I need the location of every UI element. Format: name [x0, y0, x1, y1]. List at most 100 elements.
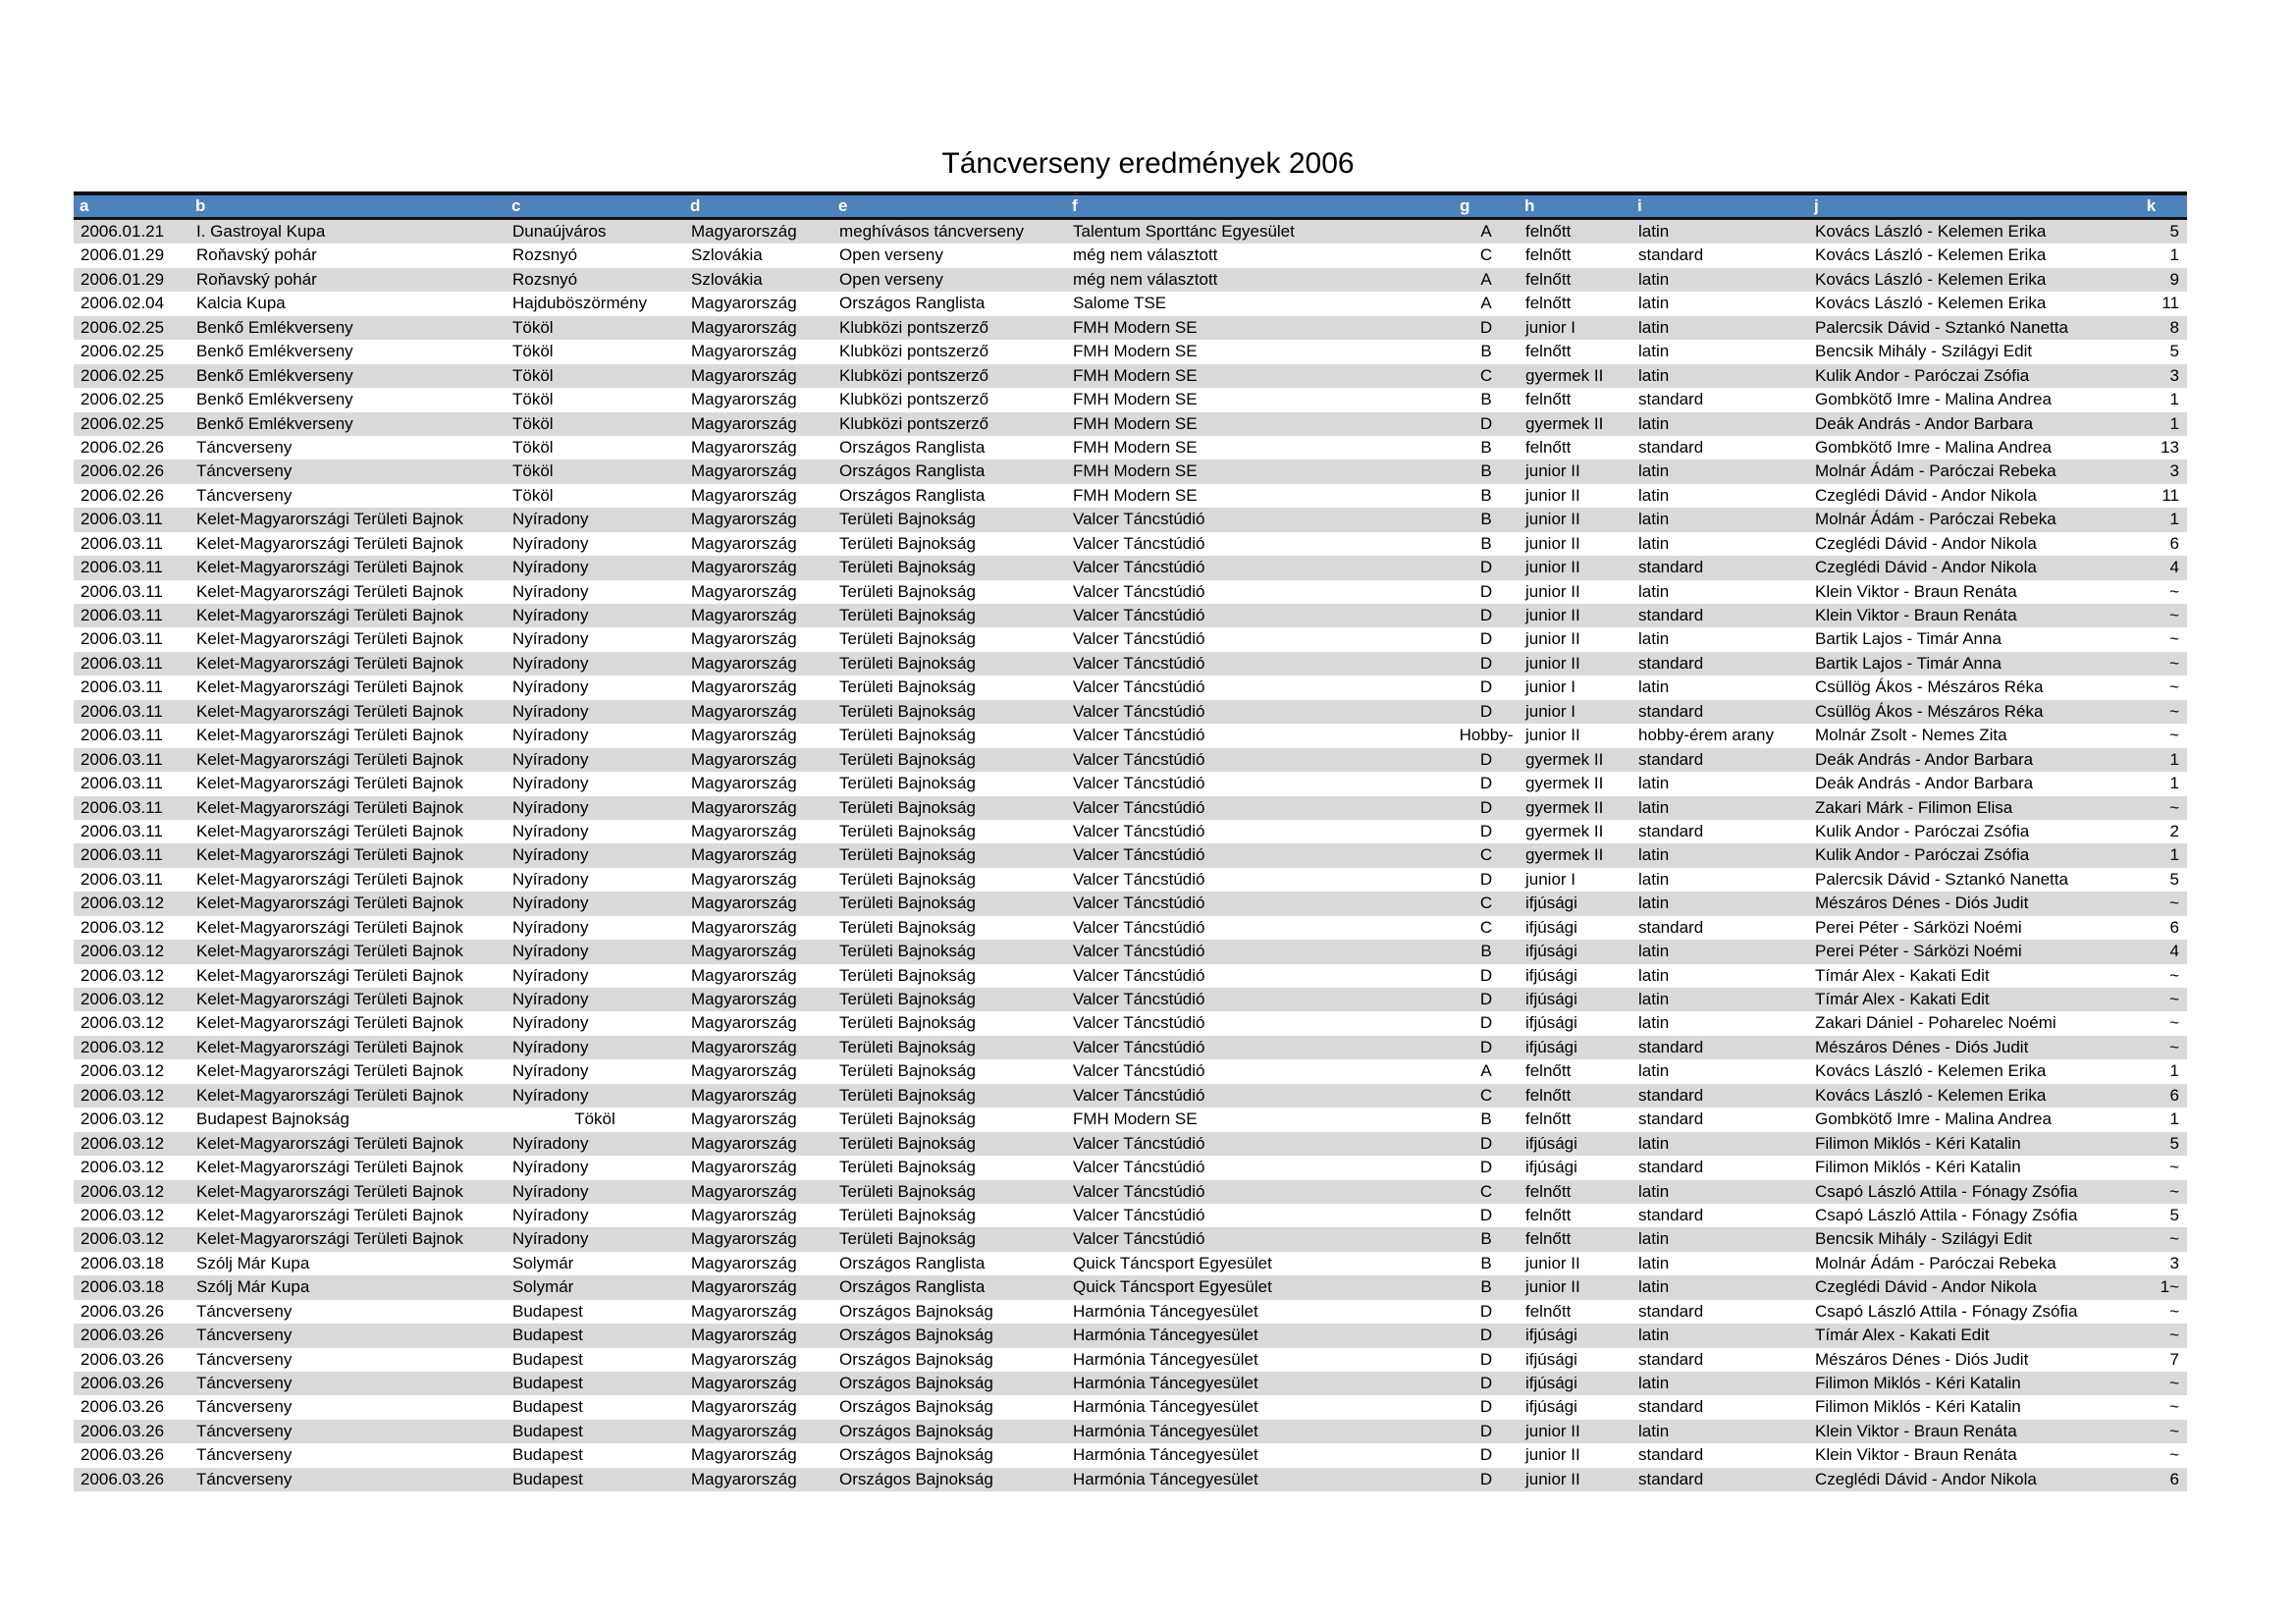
table-cell: Open verseny	[839, 269, 943, 289]
table-cell: latin	[1638, 965, 1670, 985]
table-cell: Nyíradony	[512, 1085, 589, 1105]
table-cell: 1	[2169, 390, 2179, 409]
table-row: 2006.03.11 Kelet-Magyarországi Területi B…	[74, 531, 2187, 557]
table-cell: D	[1479, 1397, 1493, 1417]
table-cell: junior II	[1525, 533, 1580, 553]
table-cell: felnőtt	[1525, 1061, 1572, 1081]
table-cell: Magyarország	[691, 1013, 797, 1033]
table-cell: Salome TSE	[1073, 294, 1167, 313]
table-cell: 2006.03.26	[80, 1325, 165, 1345]
table-cell: C	[1479, 1085, 1493, 1105]
page-title: Táncverseny eredmények 2006	[941, 147, 1355, 180]
table-cell: ifjúsági	[1525, 1037, 1577, 1056]
table-cell: Csapó László Attila - Fónagy Zsófia	[1815, 1301, 2078, 1321]
table-cell: 1	[2169, 845, 2179, 865]
table-cell: 2006.03.26	[80, 1397, 165, 1417]
table-cell: latin	[1638, 461, 1670, 481]
table-row: 2006.02.25 Benkő Emlékverseny Tököl Magyaro…	[74, 315, 2187, 341]
table-cell: standard	[1638, 437, 1704, 457]
table-cell: FMH Modern SE	[1073, 365, 1198, 385]
table-cell: Valcer Táncstúdió	[1073, 1013, 1205, 1033]
table-cell: latin	[1638, 774, 1670, 793]
table-cell: B	[1480, 510, 1492, 529]
table-cell: még nem választott	[1073, 245, 1218, 265]
table-cell: Területi Bajnokság	[839, 1158, 976, 1177]
table-cell: Országos Bajnokság	[839, 1469, 993, 1488]
table-cell: Szólj Már Kupa	[196, 1277, 310, 1297]
table-row: 2006.03.26 Táncverseny Budapest Magyarorszá…	[74, 1395, 2187, 1420]
table-cell: 5	[2169, 1205, 2179, 1224]
table-cell: latin	[1638, 869, 1670, 889]
table-row: 2006.03.26 Táncverseny Budapest Magyarorszá…	[74, 1347, 2187, 1372]
table-row: 2006.03.11 Kelet-Magyarországi Területi B…	[74, 579, 2187, 604]
table-row: 2006.02.25 Benkő Emlékverseny Tököl Magyaro…	[74, 340, 2187, 364]
table-cell: 1	[2169, 749, 2179, 769]
table-cell: ~	[2169, 797, 2179, 817]
table-cell: gyermek II	[1525, 821, 1604, 840]
table-cell: Kelet-Magyarországi Területi Bajnok	[196, 1205, 463, 1224]
table-cell: Magyarország	[691, 1277, 797, 1297]
table-row: 2006.03.26 Táncverseny Budapest Magyarorszá…	[74, 1443, 2187, 1468]
table-cell: Zakari Márk - Filimon Elisa	[1815, 797, 2013, 817]
header-cell-d: d	[684, 191, 832, 220]
table-cell: Hobby-	[1459, 726, 1514, 745]
table-row: 2006.03.11 Kelet-Magyarországi Területi B…	[74, 699, 2187, 725]
table-cell: ~	[2169, 581, 2179, 601]
table-cell: felnőtt	[1525, 1085, 1572, 1105]
table-cell: Deák András - Andor Barbara	[1815, 774, 2034, 793]
table-cell: Valcer Táncstúdió	[1073, 677, 1205, 697]
table-row: 2006.03.12 Kelet-Magyarországi Területi B…	[74, 963, 2187, 988]
table-cell: latin	[1638, 365, 1670, 385]
table-cell: gyermek II	[1525, 797, 1604, 817]
table-cell: Magyarország	[691, 1158, 797, 1177]
table-cell: Rozsnyó	[512, 245, 578, 265]
table-cell: junior II	[1525, 1469, 1580, 1488]
table-row: 2006.03.12 Kelet-Magyarországi Területi B…	[74, 1179, 2187, 1204]
table-cell: latin	[1638, 1013, 1670, 1033]
table-cell: standard	[1638, 1109, 1704, 1129]
table-cell: 2006.03.26	[80, 1349, 165, 1369]
table-cell: Nyíradony	[512, 1133, 589, 1153]
table-cell: Magyarország	[691, 390, 797, 409]
table-cell: junior II	[1525, 581, 1580, 601]
table-cell: FMH Modern SE	[1073, 461, 1198, 481]
table-cell: Klubközi pontszerző	[839, 413, 989, 433]
table-cell: Nyíradony	[512, 942, 589, 961]
table-cell: Magyarország	[691, 558, 797, 577]
table-cell: Valcer Táncstúdió	[1073, 893, 1205, 913]
table-cell: Czeglédi Dávid - Andor Nikola	[1815, 485, 2037, 505]
table-cell: Solymár	[512, 1277, 574, 1297]
table-cell: 5	[2169, 869, 2179, 889]
table-cell: Klein Viktor - Braun Renáta	[1815, 1445, 2017, 1465]
table-cell: 2006.03.11	[80, 533, 163, 553]
table-cell: 2006.03.12	[80, 1181, 165, 1201]
table-cell: D	[1479, 1013, 1493, 1033]
table-row: 2006.03.11 Kelet-Magyarországi Területi B…	[74, 747, 2187, 773]
table-row: 2006.01.29 Roňavský pohár Rozsnyó Szlovákia…	[74, 243, 2187, 268]
table-cell: 3	[2169, 365, 2179, 385]
table-cell: standard	[1638, 558, 1704, 577]
table-cell: Benkő Emlékverseny	[196, 317, 353, 337]
table-cell: C	[1479, 1181, 1493, 1201]
header-cell-i: i	[1631, 191, 1808, 220]
table-cell: Magyarország	[691, 1421, 797, 1440]
table-cell: Kulik Andor - Paróczai Zsófia	[1815, 845, 2030, 865]
table-cell: Nyíradony	[512, 774, 589, 793]
table-row: 2006.03.11 Kelet-Magyarországi Területi B…	[74, 795, 2187, 820]
table-cell: 2006.03.18	[80, 1277, 165, 1297]
table-cell: Kelet-Magyarországi Területi Bajnok	[196, 917, 463, 937]
table-cell: ifjúsági	[1525, 1158, 1577, 1177]
table-cell: 2006.03.11	[80, 606, 163, 624]
table-cell: D	[1479, 629, 1493, 649]
table-cell: Kelet-Magyarországi Területi Bajnok	[196, 1085, 463, 1105]
table-cell: junior II	[1525, 1277, 1580, 1297]
table-cell: latin	[1638, 1229, 1670, 1249]
table-cell: Magyarország	[691, 510, 797, 529]
table-cell: Roňavský pohár	[196, 245, 317, 265]
table-cell: 2006.03.12	[80, 1037, 165, 1056]
table-cell: Valcer Táncstúdió	[1073, 1205, 1205, 1224]
table-row: 2006.03.12 Kelet-Magyarországi Területi B…	[74, 915, 2187, 941]
